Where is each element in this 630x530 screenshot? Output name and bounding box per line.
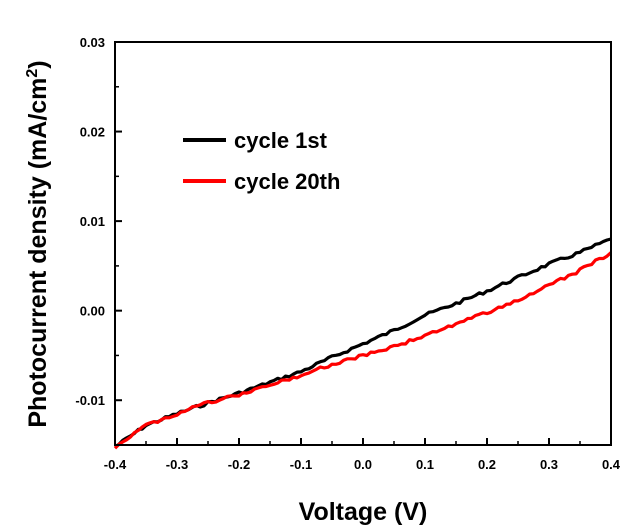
x-tick-label: -0.2 xyxy=(228,457,250,472)
series-line-cycle-1st xyxy=(114,237,612,449)
plot-frame xyxy=(114,41,612,446)
series-layer xyxy=(113,237,613,450)
y-tick-label: -0.01 xyxy=(75,393,105,408)
x-tick-label: -0.3 xyxy=(166,457,188,472)
y-tick-label: 0.02 xyxy=(80,125,105,140)
y-axis-title-superscript: 2 xyxy=(24,69,41,78)
series-line-cycle-20th xyxy=(113,251,613,450)
y-tick-label: 0.00 xyxy=(80,304,105,319)
x-tick-label: 0.0 xyxy=(354,457,372,472)
x-tick-label: -0.4 xyxy=(104,457,127,472)
x-axis-title: Voltage (V) xyxy=(299,498,428,526)
x-tick-label: -0.1 xyxy=(290,457,312,472)
y-axis-title-close: ) xyxy=(24,60,52,68)
y-tick-label: 0.01 xyxy=(80,214,105,229)
legend-label-cycle-1st: cycle 1st xyxy=(234,128,328,153)
x-tick-label: 0.3 xyxy=(540,457,558,472)
y-axis-title: Photocurrent density (mA/cm2) xyxy=(24,60,52,427)
x-tick-label: 0.1 xyxy=(416,457,434,472)
legend-label-cycle-20th: cycle 20th xyxy=(234,169,340,194)
ticks-layer: -0.4 -0.3 -0.2 -0.1 0.0 0.1 0.2 0.3 0.4 -0.01 0.00… xyxy=(75,35,620,472)
y-axis-title-main: Photocurrent density (mA/cm xyxy=(24,78,52,428)
x-tick-label: 0.4 xyxy=(602,457,621,472)
x-tick-label: 0.2 xyxy=(478,457,496,472)
legend: cycle 1st cycle 20th xyxy=(183,128,340,194)
y-tick-label: 0.03 xyxy=(80,35,105,50)
